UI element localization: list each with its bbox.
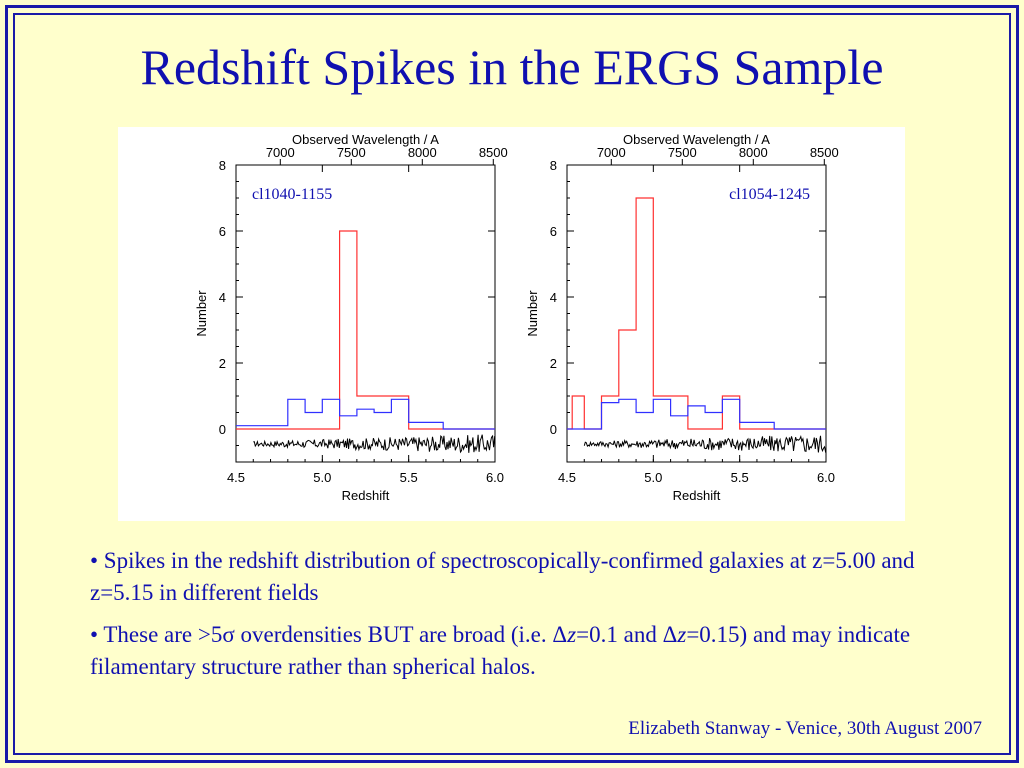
- y-axis-label: Number: [525, 290, 540, 337]
- top-tick-label: 7000: [597, 145, 626, 160]
- top-tick-label: 8500: [810, 145, 839, 160]
- top-tick-label: 7500: [337, 145, 366, 160]
- x-tick-label: 6.0: [817, 470, 835, 485]
- x-tick-label: 4.5: [558, 470, 576, 485]
- slide-border-inner: [13, 13, 1011, 755]
- bullet-2-z-1: z: [567, 622, 577, 647]
- x-tick-label: 5.5: [400, 470, 418, 485]
- y-tick-label: 2: [219, 356, 226, 371]
- top-axis-label: Observed Wavelength / A: [292, 132, 439, 147]
- bullet-2-text-b: =0.1 and Δ: [576, 622, 678, 647]
- bullet-2-text-a: • These are >5σ overdensities BUT are br…: [90, 622, 568, 647]
- y-tick-label: 8: [219, 158, 226, 173]
- field-label: cl1054-1245: [729, 186, 810, 203]
- slide-border-outer: [5, 5, 1019, 763]
- top-tick-label: 7500: [668, 145, 697, 160]
- y-tick-label: 2: [550, 356, 557, 371]
- redshift-histogram-red: [236, 230, 495, 430]
- spectrum-line: [583, 434, 827, 453]
- x-tick-label: 4.5: [227, 470, 245, 485]
- footer-credit: Elizabeth Stanway - Venice, 30th August …: [628, 718, 982, 739]
- y-tick-label: 6: [219, 224, 226, 239]
- bullet-1: • Spikes in the redshift distribution of…: [90, 545, 950, 609]
- x-axis-label: Redshift: [673, 488, 721, 503]
- bullet-1-text: • Spikes in the redshift distribution of…: [90, 548, 915, 605]
- panel-1: 4.5 5.0 5.5 6.0 0 2 4 6 8 7000 7500 8000 8500 Observe…: [194, 132, 508, 503]
- redshift-histogram-red: [567, 197, 826, 430]
- top-tick-label: 8500: [479, 145, 508, 160]
- spectrum-line: [253, 434, 496, 454]
- x-axis-label: Redshift: [342, 488, 390, 503]
- y-tick-label: 4: [219, 290, 226, 305]
- x-tick-label: 6.0: [486, 470, 504, 485]
- bullet-list: • Spikes in the redshift distribution of…: [90, 545, 950, 693]
- panel-2: 4.5 5.0 5.5 6.0 0 2 4 6 8 7000 7500 8000 8500 Observe…: [525, 132, 839, 503]
- field-label: cl1040-1155: [252, 186, 332, 203]
- histogram-figure-svg: 4.5 5.0 5.5 6.0 0 2 4 6 8 7000 7500 8000 8500 Observe…: [194, 132, 839, 503]
- bullet-2-z-2: z: [677, 622, 687, 647]
- plot-frame: [566, 164, 827, 463]
- y-tick-label: 0: [550, 422, 557, 437]
- top-tick-label: 8000: [739, 145, 768, 160]
- x-tick-label: 5.0: [313, 470, 331, 485]
- x-tick-label: 5.5: [731, 470, 749, 485]
- bullet-2: • These are >5σ overdensities BUT are br…: [90, 619, 950, 683]
- histogram-figure: 4.5 5.0 5.5 6.0 0 2 4 6 8 7000 7500 8000 8500 Observe…: [118, 127, 905, 521]
- comparison-histogram-blue: [567, 398, 826, 430]
- top-tick-label: 8000: [408, 145, 437, 160]
- plot-frame: [235, 164, 496, 463]
- bullet-2-text-c: =0.15) and may indicate filamentary stru…: [90, 622, 911, 679]
- y-tick-label: 6: [550, 224, 557, 239]
- y-tick-label: 0: [219, 422, 226, 437]
- x-tick-label: 5.0: [644, 470, 662, 485]
- top-tick-label: 7000: [266, 145, 295, 160]
- y-tick-label: 4: [550, 290, 557, 305]
- y-tick-label: 8: [550, 158, 557, 173]
- comparison-histogram-blue: [236, 398, 495, 430]
- slide-title: Redshift Spikes in the ERGS Sample: [140, 39, 884, 95]
- y-axis-label: Number: [194, 290, 209, 337]
- top-axis-label: Observed Wavelength / A: [623, 132, 770, 147]
